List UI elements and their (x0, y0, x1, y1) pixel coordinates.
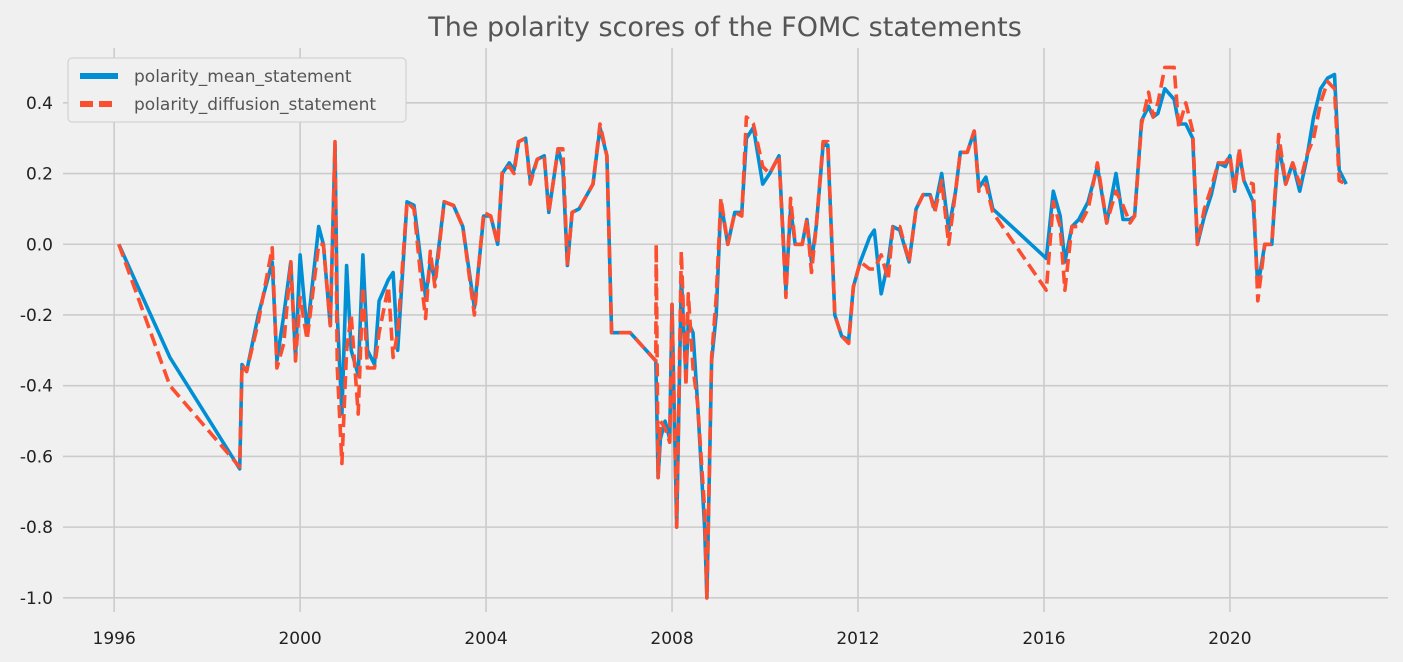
x-tick-label: 2020 (1208, 629, 1251, 649)
x-tick-label: 2016 (1022, 629, 1065, 649)
tick-labels: -1.0 -0.8 -0.6 -0.4 -0.2 0.0 0.2 0.4 1996 2000 200… (20, 94, 1252, 649)
x-tick-label: 2000 (278, 629, 321, 649)
y-tick-label: -0.6 (20, 447, 53, 467)
y-tick-label: -0.8 (20, 518, 53, 538)
y-tick-label: -0.4 (20, 377, 53, 397)
x-tick-label: 1996 (93, 629, 136, 649)
legend-box (67, 57, 407, 123)
x-tick-label: 2004 (464, 629, 507, 649)
y-tick-label: -0.2 (20, 306, 53, 326)
x-tick-label: 2012 (836, 629, 879, 649)
legend-label: polarity_diffusion_statement (134, 95, 376, 115)
chart-title: The polarity scores of the FOMC statemen… (427, 12, 1022, 43)
y-tick-label: 0.2 (26, 165, 53, 185)
x-tick-label: 2008 (650, 629, 693, 649)
y-tick-label: 0.4 (26, 94, 53, 114)
series-lines (117, 65, 1348, 600)
y-tick-label: 0.0 (26, 235, 53, 255)
y-tick-label: -1.0 (20, 589, 53, 609)
legend: polarity_mean_statement polarity_diffusio… (67, 57, 407, 123)
legend-label: polarity_mean_statement (134, 67, 352, 87)
series-line-polarity-diffusion-statement (117, 65, 1348, 600)
